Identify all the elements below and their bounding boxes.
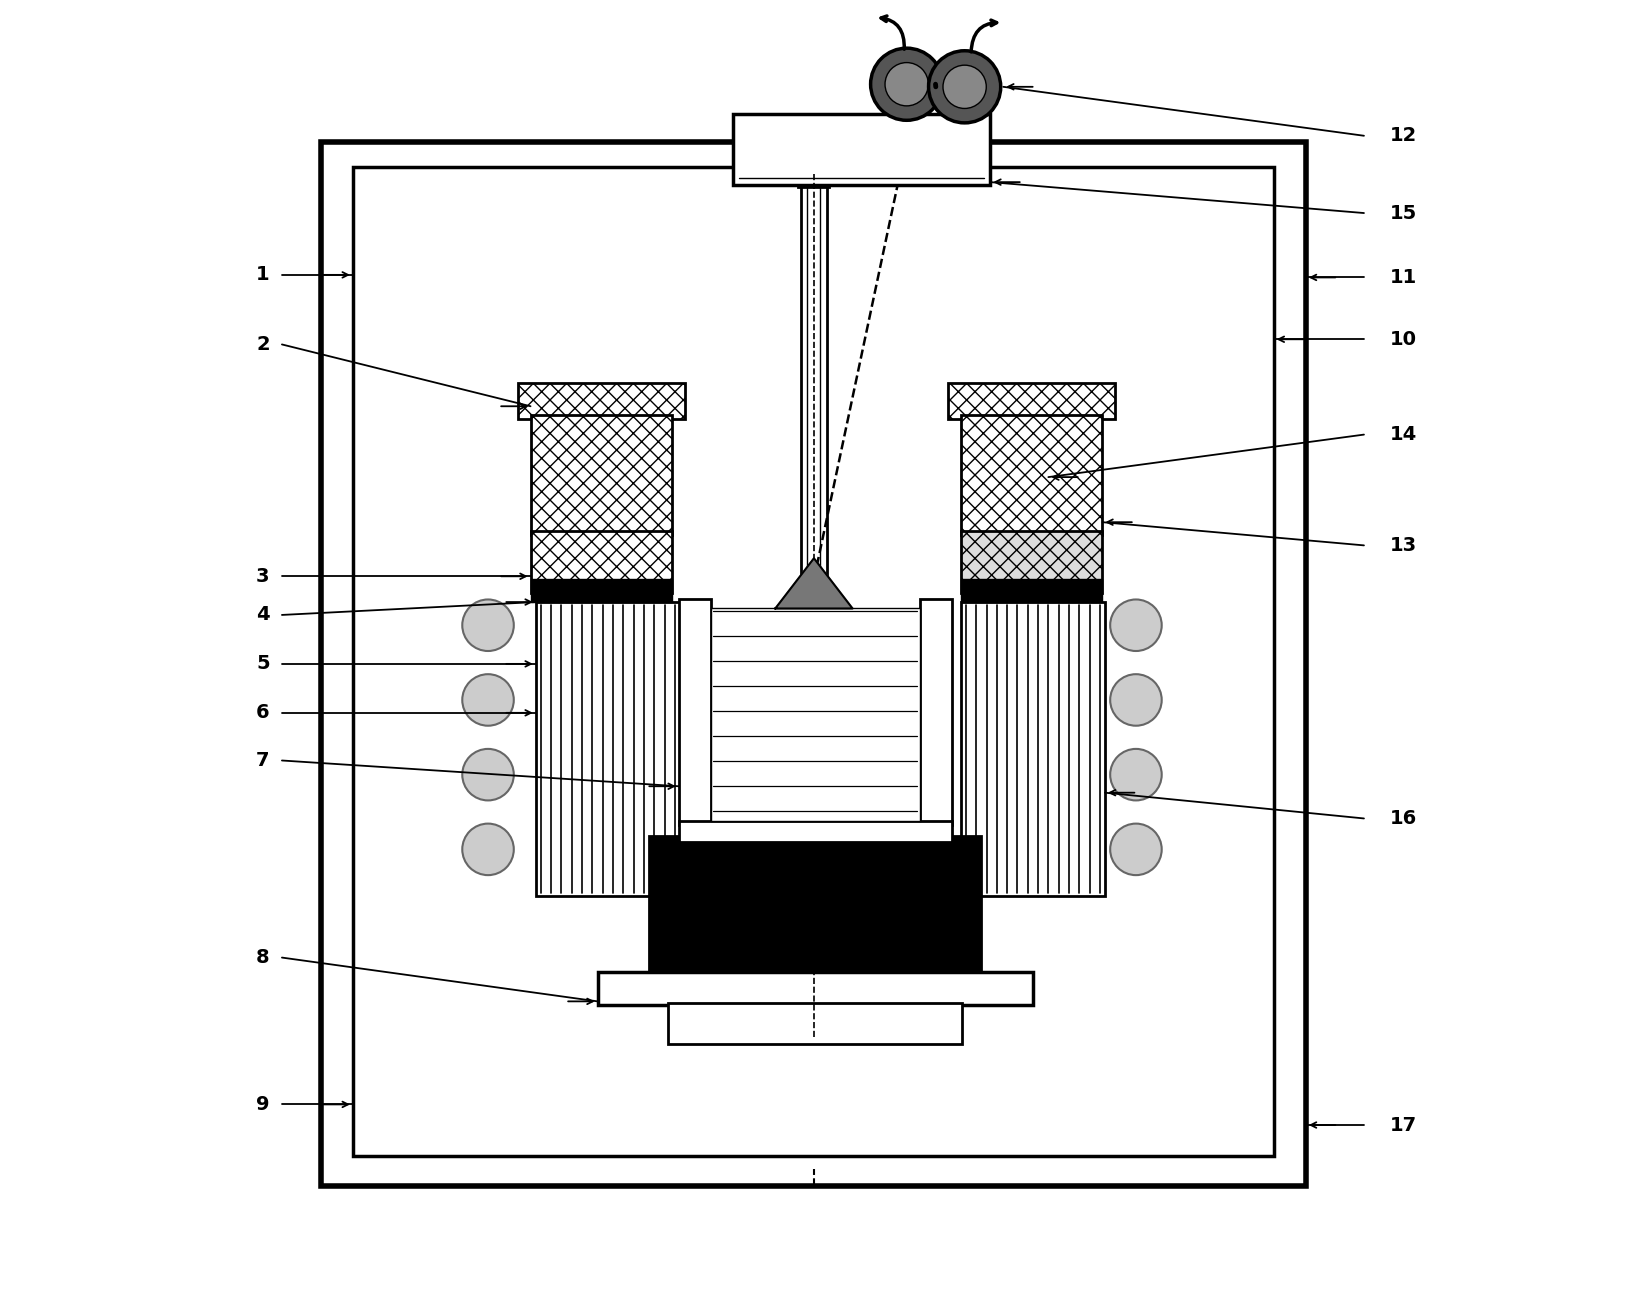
- Bar: [597, 971, 1033, 1005]
- Circle shape: [1110, 599, 1160, 651]
- Bar: [960, 531, 1102, 592]
- Bar: [517, 383, 685, 419]
- Text: 1: 1: [256, 266, 269, 284]
- Text: 6: 6: [256, 703, 269, 723]
- Bar: [679, 599, 710, 825]
- Text: 15: 15: [1389, 203, 1417, 223]
- Bar: [801, 181, 826, 581]
- Bar: [960, 579, 1102, 602]
- Bar: [710, 608, 919, 822]
- Circle shape: [462, 749, 514, 801]
- Circle shape: [1110, 749, 1160, 801]
- Text: 14: 14: [1389, 424, 1417, 444]
- Bar: [530, 579, 672, 602]
- Text: 7: 7: [256, 751, 269, 769]
- Bar: [947, 383, 1115, 419]
- Bar: [320, 142, 1306, 1186]
- Text: 3: 3: [256, 566, 269, 586]
- Text: 10: 10: [1389, 329, 1417, 349]
- Bar: [960, 602, 1105, 896]
- Circle shape: [462, 824, 514, 875]
- Bar: [648, 836, 981, 975]
- Text: 13: 13: [1389, 536, 1417, 555]
- Text: 17: 17: [1389, 1116, 1417, 1134]
- Polygon shape: [775, 559, 852, 608]
- Circle shape: [462, 674, 514, 725]
- Text: 8: 8: [256, 948, 269, 967]
- Bar: [353, 167, 1273, 1156]
- Circle shape: [870, 48, 942, 120]
- Circle shape: [929, 51, 1000, 122]
- Text: 2: 2: [256, 335, 269, 354]
- Bar: [535, 602, 679, 896]
- Circle shape: [1110, 674, 1160, 725]
- Circle shape: [1110, 824, 1160, 875]
- Circle shape: [942, 65, 986, 108]
- Bar: [667, 1003, 961, 1044]
- Text: 9: 9: [256, 1095, 269, 1115]
- Bar: [919, 599, 951, 825]
- Text: 11: 11: [1389, 268, 1417, 286]
- Circle shape: [885, 62, 927, 105]
- Circle shape: [462, 599, 514, 651]
- Bar: [530, 415, 672, 535]
- Text: 16: 16: [1389, 809, 1417, 828]
- Bar: [679, 822, 951, 841]
- Text: 5: 5: [256, 655, 269, 673]
- Bar: [798, 125, 829, 187]
- Bar: [733, 113, 989, 185]
- Text: 12: 12: [1389, 126, 1417, 146]
- Bar: [960, 415, 1102, 535]
- Text: 4: 4: [256, 605, 269, 625]
- Bar: [530, 531, 672, 592]
